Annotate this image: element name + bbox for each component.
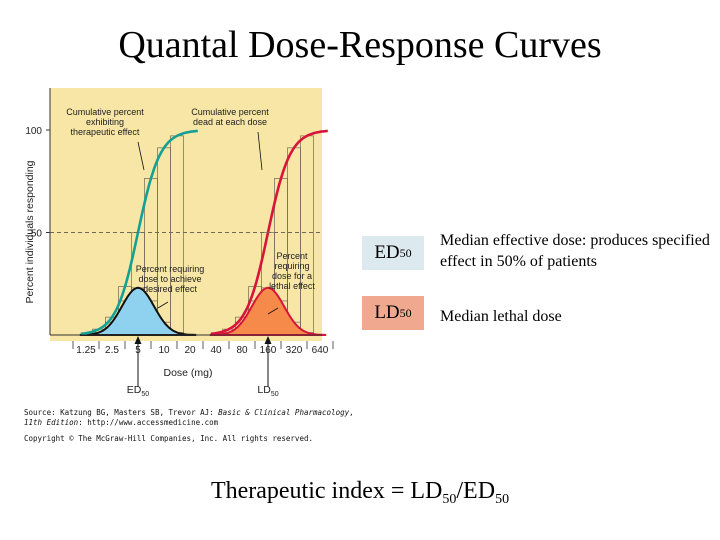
annotations: Cumulative percentexhibitingtherapeutic …: [66, 107, 315, 315]
x-tick-label: 80: [236, 345, 248, 356]
lethal-cumulative-curve: [210, 129, 328, 336]
x-tick-labels: 1.252.5510204080160320640: [72, 341, 334, 356]
ti-sub1: 50: [442, 492, 457, 507]
annotation-line: lethal effect: [269, 281, 315, 291]
annotation-line: Cumulative percent: [66, 107, 144, 117]
ti-prefix: Therapeutic index = LD: [210, 478, 443, 504]
x-tick-label: 10: [158, 345, 170, 356]
annotation-line: dead at each dose: [193, 117, 267, 127]
lethal-percent-curve: [209, 286, 327, 336]
source-citation: Source: Katzung BG, Masters SB, Trevor A…: [24, 408, 404, 428]
annotation-leader: [157, 301, 169, 309]
copyright-notice: Copyright © The McGraw-Hill Companies, I…: [24, 434, 313, 443]
annotation-line: requiring: [274, 261, 309, 271]
annotation-line: therapeutic effect: [71, 127, 140, 137]
annotation-line: Cumulative percent: [191, 107, 269, 117]
ti-mid: /ED: [456, 478, 496, 504]
ed50-badge: ED 50: [362, 236, 424, 270]
x-tick-label: 1.25: [76, 345, 96, 356]
annotation-line: desired effect: [143, 284, 197, 294]
ti-sub2: 50: [495, 492, 510, 507]
y-axis-label: Percent individuals responding: [24, 160, 36, 303]
ld50-badge: LD 50: [362, 296, 424, 330]
marker-subscript: 50: [141, 391, 149, 398]
x-tick-label: 2.5: [105, 345, 119, 356]
marker-label: ED50: [127, 384, 149, 398]
source-line1c: ,: [349, 408, 354, 417]
ld50-sub: 50: [399, 305, 412, 320]
annotation-line: dose for a: [272, 271, 312, 281]
annotation-leader: [267, 307, 279, 315]
ann-cum-ther: Cumulative percentexhibitingtherapeutic …: [66, 107, 145, 171]
y-tick-label: 100: [25, 126, 42, 137]
marker-subscript: 50: [271, 391, 279, 398]
ed50-abbr: ED: [374, 242, 400, 263]
marker-arrow-head: [264, 336, 272, 344]
source-line1a: Source: Katzung BG, Masters SB, Trevor A…: [24, 408, 219, 417]
ld50-definition: Median lethal dose: [440, 308, 562, 325]
marker-arrow-head: [134, 336, 142, 344]
annotation-line: Percent requiring: [136, 264, 205, 274]
x-tick-label: 40: [210, 345, 222, 356]
annotation-leader: [137, 141, 145, 171]
ed50-definition: Median effective dose: produces specifie…: [440, 232, 710, 270]
y-tick-labels: 50 100: [25, 126, 50, 240]
percent-fills: [79, 286, 327, 336]
annotation-line: dose to achieve: [138, 274, 201, 284]
series-lines: [80, 129, 328, 336]
annotation-leader: [257, 131, 263, 171]
x-tick-label: 640: [312, 345, 329, 356]
source-url: : http://www.accessmedicine.com: [78, 418, 219, 427]
y-tick-label: 50: [31, 229, 43, 240]
annotation-line: Percent: [276, 251, 308, 261]
x-tick-label: 320: [286, 345, 303, 356]
source-edition: 11th Edition: [24, 418, 79, 427]
source-book-title: Basic & Clinical Pharmacology: [218, 408, 350, 417]
slide-title: Quantal Dose-Response Curves: [118, 24, 602, 66]
annotation-line: exhibiting: [86, 117, 124, 127]
therapeutic-cumulative-curve: [80, 129, 198, 336]
axes: [49, 88, 322, 336]
therapeutic-percent-curve: [79, 286, 197, 336]
ed50-sub: 50: [399, 245, 412, 260]
x-axis-label: Dose (mg): [163, 367, 212, 379]
ld50-abbr: LD: [374, 302, 400, 323]
marker-label: LD50: [257, 384, 278, 398]
therapeutic-index-formula: Therapeutic index = LD50/ED50: [0, 478, 720, 508]
ed50-marker: ED50: [127, 336, 149, 398]
x-tick-label: 20: [184, 345, 196, 356]
